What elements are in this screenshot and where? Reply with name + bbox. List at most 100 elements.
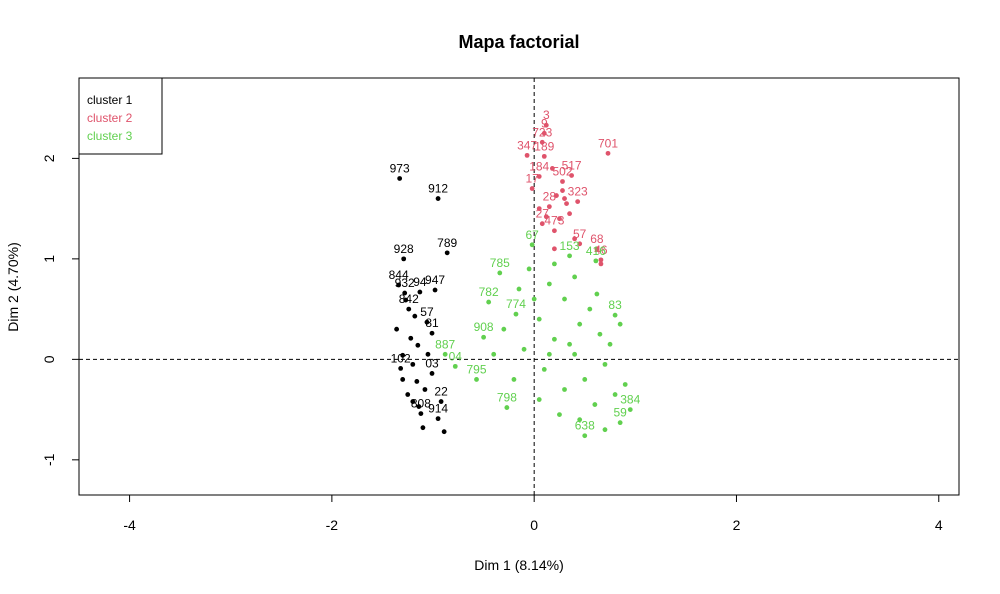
x-tick-label: 0 xyxy=(530,517,538,533)
data-point xyxy=(562,196,567,201)
point-label: 9 xyxy=(541,116,548,130)
legend: cluster 1 cluster 2 cluster 3 xyxy=(78,77,163,155)
data-point xyxy=(546,204,552,210)
data-point xyxy=(577,241,583,247)
data-point xyxy=(412,313,418,319)
data-point xyxy=(582,433,588,439)
data-point xyxy=(501,326,507,332)
data-point xyxy=(560,179,565,184)
y-axis: -1 0 1 2 xyxy=(41,154,79,466)
point-label: 46 xyxy=(594,243,608,257)
data-point xyxy=(612,392,618,397)
data-point xyxy=(513,311,519,317)
data-point xyxy=(602,361,608,367)
data-point xyxy=(435,196,441,201)
legend-box xyxy=(78,77,163,155)
data-point xyxy=(429,330,435,336)
data-point xyxy=(529,242,535,248)
point-label: 908 xyxy=(474,320,494,334)
data-point xyxy=(605,150,611,156)
data-point xyxy=(562,387,567,392)
data-point xyxy=(536,174,542,179)
data-point xyxy=(617,420,623,426)
point-label: 68 xyxy=(590,232,604,246)
data-point xyxy=(511,377,517,382)
data-point xyxy=(539,221,545,227)
data-point xyxy=(442,351,448,357)
data-point xyxy=(531,296,537,302)
data-point xyxy=(422,387,428,392)
point-label: 22 xyxy=(434,385,448,399)
data-point xyxy=(486,299,492,305)
data-point xyxy=(414,379,420,384)
point-label: 842 xyxy=(399,292,419,306)
data-point xyxy=(546,281,552,287)
data-point xyxy=(516,286,522,292)
data-point xyxy=(416,404,422,409)
point-label: 785 xyxy=(490,256,510,270)
data-point xyxy=(612,312,618,318)
point-label: 912 xyxy=(428,182,448,196)
data-point xyxy=(546,351,552,357)
point-label: 28 xyxy=(543,190,557,204)
data-point xyxy=(452,363,458,369)
point-label: 723 xyxy=(532,125,552,139)
data-point xyxy=(441,429,447,435)
legend-entry-cluster-1: cluster 1 xyxy=(87,93,133,107)
point-label: 59 xyxy=(613,406,627,420)
point-label: 03 xyxy=(425,356,439,370)
data-point xyxy=(481,334,486,340)
data-point xyxy=(598,261,604,267)
data-point xyxy=(529,186,535,191)
data-point xyxy=(400,377,406,382)
y-tick-label: 0 xyxy=(41,355,57,363)
data-point xyxy=(417,289,423,295)
point-label: 502 xyxy=(552,164,572,178)
point-label: 932 xyxy=(395,276,415,290)
data-point xyxy=(554,193,559,198)
data-point xyxy=(562,296,567,302)
data-point xyxy=(526,266,532,272)
data-point xyxy=(567,341,572,347)
data-point xyxy=(394,326,400,332)
point-label: 81 xyxy=(425,316,439,330)
point-label: 914 xyxy=(428,402,448,416)
point-label: 83 xyxy=(608,298,622,312)
x-tick-label: -2 xyxy=(326,517,339,533)
point-label: 102 xyxy=(391,351,411,365)
data-point xyxy=(592,402,598,407)
data-point xyxy=(539,139,545,145)
data-point xyxy=(552,246,557,252)
data-point xyxy=(598,257,604,263)
data-point xyxy=(572,351,578,357)
data-point xyxy=(594,246,600,252)
data-point xyxy=(543,122,549,128)
data-point xyxy=(418,411,424,417)
data-point xyxy=(569,173,574,178)
point-label: 928 xyxy=(394,242,414,256)
data-point xyxy=(429,371,435,376)
point-label: 153 xyxy=(560,239,580,253)
data-point xyxy=(597,331,603,337)
point-label: 184 xyxy=(529,159,549,173)
data-point xyxy=(425,351,431,357)
point-label: 57 xyxy=(420,305,434,319)
data-point xyxy=(587,306,593,312)
point-label: 947 xyxy=(425,273,445,287)
x-tick-label: 2 xyxy=(733,517,741,533)
data-point xyxy=(410,399,416,404)
data-point xyxy=(602,427,608,433)
data-point xyxy=(424,319,430,325)
data-point xyxy=(435,416,441,422)
data-point xyxy=(582,377,588,382)
data-point xyxy=(564,201,569,207)
data-point xyxy=(405,392,411,397)
data-point xyxy=(504,405,510,410)
data-point xyxy=(432,287,438,293)
data-point xyxy=(438,399,444,404)
data-point xyxy=(552,261,557,267)
x-axis: -4 -2 0 2 4 xyxy=(123,495,943,533)
